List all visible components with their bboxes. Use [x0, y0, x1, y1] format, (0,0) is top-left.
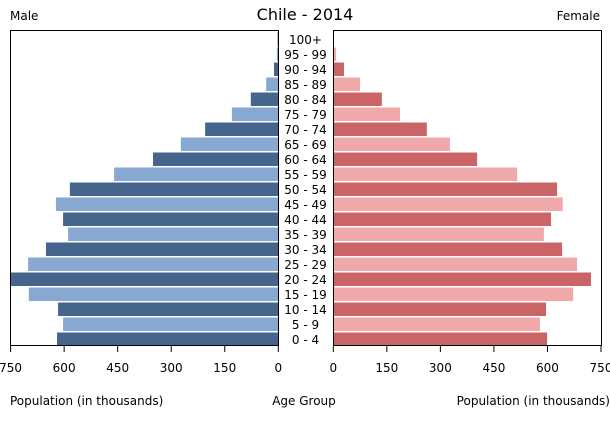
female-label: Female — [557, 9, 600, 23]
age-group-label: 40 - 44 — [284, 213, 327, 227]
chart-title: Chile - 2014 — [257, 5, 354, 24]
age-group-label: 50 - 54 — [284, 183, 327, 197]
male-bar — [63, 317, 279, 331]
male-bar — [58, 302, 279, 316]
age-group-label: 5 - 9 — [292, 318, 319, 332]
female-plot-frame — [333, 30, 602, 346]
male-tick-label: 750 — [0, 361, 22, 375]
male-bar — [250, 92, 279, 106]
male-bar — [28, 287, 279, 301]
male-bar — [205, 122, 279, 136]
female-bar — [333, 152, 478, 166]
male-bar — [276, 47, 279, 61]
age-group-label: 20 - 24 — [284, 273, 327, 287]
female-bar — [333, 77, 361, 91]
male-tick-label: 300 — [160, 361, 183, 375]
male-bar — [153, 152, 279, 166]
female-tick-label: 150 — [375, 361, 398, 375]
age-group-label: 75 - 79 — [284, 108, 327, 122]
male-axis-label: Population (in thousands) — [10, 394, 163, 408]
male-bar — [69, 182, 279, 196]
male-tick-label: 150 — [213, 361, 236, 375]
female-bar — [333, 287, 574, 301]
age-group-label: 65 - 69 — [284, 138, 327, 152]
female-tick-label: 450 — [482, 361, 505, 375]
age-group-label: 90 - 94 — [284, 63, 327, 77]
female-tick-label: 0 — [329, 361, 337, 375]
male-bar — [10, 272, 279, 286]
age-group-label: 80 - 84 — [284, 93, 327, 107]
age-group-label: 0 - 4 — [292, 333, 319, 347]
female-bar — [333, 182, 558, 196]
female-bar — [333, 302, 547, 316]
female-bar — [333, 227, 544, 241]
male-tick-label: 0 — [274, 361, 282, 375]
male-bar — [45, 242, 279, 256]
female-bar — [333, 212, 552, 226]
age-group-label: 45 - 49 — [284, 198, 327, 212]
male-bar — [57, 332, 279, 346]
age-group-label: 85 - 89 — [284, 78, 327, 92]
male-plot-frame — [10, 30, 279, 346]
female-axis-label: Population (in thousands) — [457, 394, 610, 408]
female-bar — [333, 137, 451, 151]
age-group-label: 70 - 74 — [284, 123, 327, 137]
age-group-label: 100+ — [289, 33, 322, 47]
female-tick-label: 600 — [536, 361, 559, 375]
age-group-label: 35 - 39 — [284, 228, 327, 242]
male-bar — [277, 32, 279, 46]
male-bar — [266, 77, 279, 91]
age-group-label: 30 - 34 — [284, 243, 327, 257]
male-bar — [114, 167, 279, 181]
male-label: Male — [10, 9, 38, 23]
male-tick-label: 600 — [53, 361, 76, 375]
male-bar — [231, 107, 279, 121]
female-bar — [333, 257, 578, 271]
male-tick-label: 450 — [106, 361, 129, 375]
female-bar — [333, 242, 563, 256]
male-bar — [55, 197, 279, 211]
age-group-label: 15 - 19 — [284, 288, 327, 302]
female-bar — [333, 47, 337, 61]
age-group-label: 25 - 29 — [284, 258, 327, 272]
female-bar — [333, 272, 592, 286]
female-bar — [333, 332, 548, 346]
age-group-label: 10 - 14 — [284, 303, 327, 317]
female-bar — [333, 122, 427, 136]
age-group-label: 55 - 59 — [284, 168, 327, 182]
age-group-label: 60 - 64 — [284, 153, 327, 167]
female-tick-label: 750 — [590, 361, 610, 375]
female-bar — [333, 167, 518, 181]
male-bar — [63, 212, 279, 226]
male-bar — [180, 137, 279, 151]
female-bar — [333, 62, 345, 76]
age-group-label: 95 - 99 — [284, 48, 327, 62]
female-bar — [333, 197, 563, 211]
male-bar — [68, 227, 279, 241]
female-bar — [333, 92, 382, 106]
age-axis-label: Age Group — [272, 394, 336, 408]
male-bar — [274, 62, 279, 76]
female-bar — [333, 317, 540, 331]
male-bar — [28, 257, 279, 271]
female-tick-label: 300 — [429, 361, 452, 375]
female-bar — [333, 107, 401, 121]
